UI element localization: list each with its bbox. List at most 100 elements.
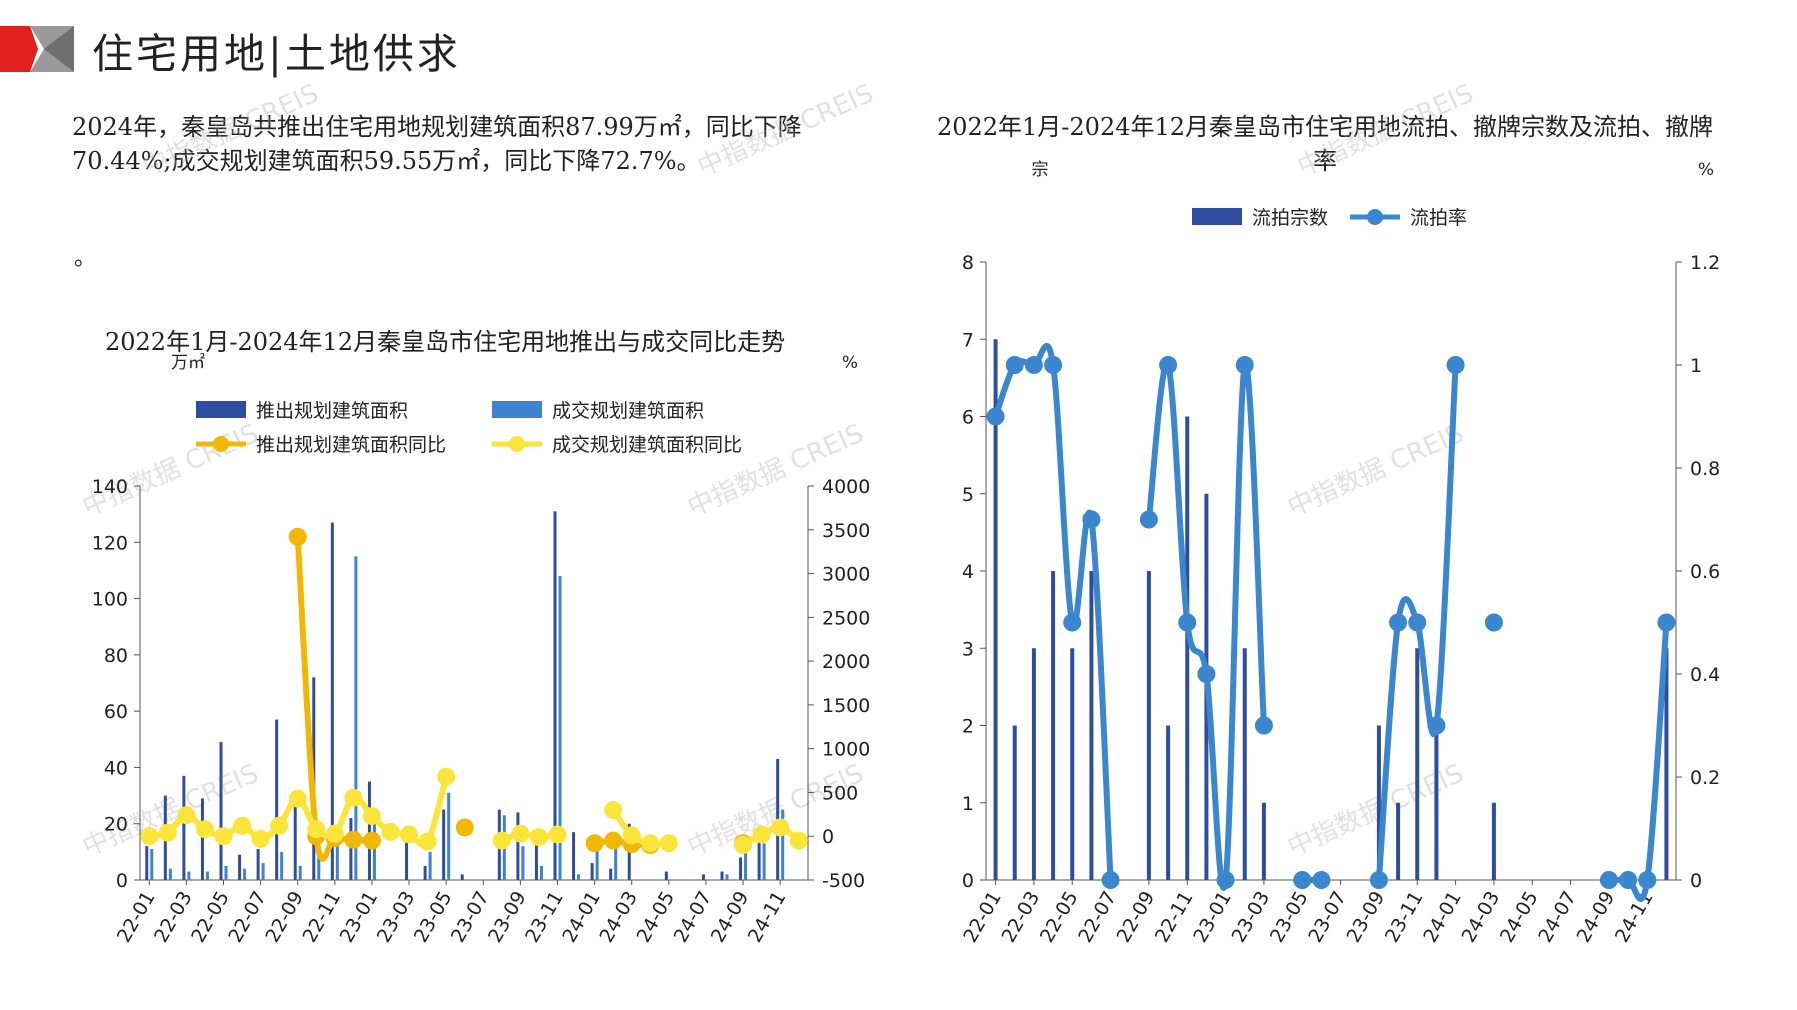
summary-text: 2024年，秦皇岛共推出住宅用地规划建筑面积87.99万㎡，同比下降70.44%… <box>72 113 802 175</box>
bar-primary <box>182 775 186 880</box>
y-tick-label-left: 7 <box>962 329 974 351</box>
x-tick-label: 24-09 <box>1573 888 1620 947</box>
line-point <box>270 816 289 835</box>
line-point <box>1446 356 1465 374</box>
bar-primary <box>1185 416 1190 880</box>
header-logo-mark <box>0 26 74 72</box>
legend-label: 推出规划建筑面积 <box>256 400 408 422</box>
line-point <box>1159 356 1178 374</box>
line-point <box>734 835 753 854</box>
legend-label: 流拍率 <box>1410 207 1467 229</box>
bar-primary <box>293 798 297 880</box>
line-point <box>1599 871 1618 889</box>
legend-marker <box>509 436 525 452</box>
bar-primary <box>1051 571 1056 880</box>
line-point <box>771 818 790 837</box>
line-point <box>325 824 344 843</box>
y-tick-label-left: 8 <box>962 252 974 274</box>
x-tick-label: 23-05 <box>1266 888 1313 947</box>
line-point <box>288 789 307 808</box>
bar-secondary <box>298 865 302 880</box>
y-tick-label-right: 2500 <box>822 607 870 629</box>
line-point <box>418 832 437 851</box>
x-tick-label: 24-03 <box>1458 888 1505 947</box>
line-point <box>158 823 177 842</box>
bar-secondary <box>595 849 599 880</box>
bar-primary <box>1070 648 1075 880</box>
line-point <box>1101 871 1120 889</box>
y-tick-label-left: 80 <box>104 645 128 667</box>
y-tick-label-right: 0.4 <box>1690 664 1720 686</box>
line-point <box>344 830 363 849</box>
page-title: 住宅用地|土地供求 <box>92 30 461 78</box>
stray-punctuation: 。 <box>74 246 97 271</box>
bar-primary <box>1012 725 1017 880</box>
line-point <box>140 827 159 846</box>
y-tick-label-left: 4 <box>962 561 974 583</box>
line-point <box>641 834 660 853</box>
x-tick-label: 22-03 <box>998 888 1045 947</box>
bar-secondary <box>205 871 209 880</box>
bar-primary <box>423 865 427 880</box>
line-point <box>437 767 456 786</box>
bar-secondary <box>428 851 432 880</box>
legend-label: 流拍宗数 <box>1252 207 1328 229</box>
bar-primary <box>442 809 446 880</box>
bar-primary <box>516 812 520 880</box>
x-tick-label: 22-05 <box>1036 888 1083 947</box>
line-point <box>1044 356 1063 374</box>
line-point <box>1619 871 1638 889</box>
y-tick-label-left: 20 <box>104 814 128 836</box>
bar-secondary <box>354 556 358 880</box>
y-tick-label-right: -500 <box>822 870 865 892</box>
line-point <box>307 820 326 839</box>
line-point <box>492 831 511 850</box>
line-point <box>1389 613 1408 632</box>
y-axis-unit-left: 万㎡ <box>171 353 205 373</box>
bar-secondary <box>187 871 191 880</box>
y-tick-label-left: 0 <box>116 870 128 892</box>
y-tick-label-left: 3 <box>962 638 974 660</box>
y-tick-label-left: 5 <box>962 484 974 506</box>
series-line <box>1608 622 1670 902</box>
line-point <box>1293 871 1312 889</box>
bar-secondary <box>539 865 543 880</box>
series-line <box>992 343 1114 881</box>
bar-primary <box>367 781 371 880</box>
bar-primary <box>1242 648 1247 880</box>
x-tick-label: 24-07 <box>1534 888 1581 947</box>
line-point <box>233 816 252 835</box>
bar-secondary <box>224 865 228 880</box>
x-tick-label: 22-09 <box>1113 888 1160 947</box>
x-tick-label: 23-09 <box>1343 888 1390 947</box>
line-point <box>585 834 604 853</box>
bar-secondary <box>335 837 339 880</box>
x-tick-label: 22-01 <box>959 887 1006 946</box>
line-point <box>604 800 623 819</box>
bar-primary <box>993 339 998 880</box>
line-point <box>1082 510 1101 529</box>
bar-primary <box>1396 802 1401 880</box>
legend-label: 成交规划建筑面积 <box>552 400 704 422</box>
line-point <box>1178 613 1197 632</box>
y-tick-label-right: 0 <box>822 826 834 848</box>
line-point <box>362 831 381 850</box>
line-point <box>752 825 771 844</box>
y-tick-label-right: 1 <box>1690 355 1702 377</box>
y-tick-label-left: 6 <box>962 407 974 429</box>
bar-primary <box>219 742 223 880</box>
line-point <box>1235 356 1254 374</box>
y-tick-label-left: 60 <box>104 701 128 723</box>
line-point <box>381 822 400 841</box>
bar-primary <box>1146 571 1151 880</box>
bar-secondary <box>614 846 618 880</box>
legend-bar-swatch <box>1192 208 1242 225</box>
line-point <box>1063 613 1082 632</box>
line-point <box>1024 356 1043 374</box>
y-tick-label-right: 500 <box>822 782 858 804</box>
line-point <box>1638 871 1657 889</box>
bar-primary <box>572 832 576 880</box>
bar-secondary <box>243 868 247 880</box>
bar-primary <box>405 832 409 880</box>
